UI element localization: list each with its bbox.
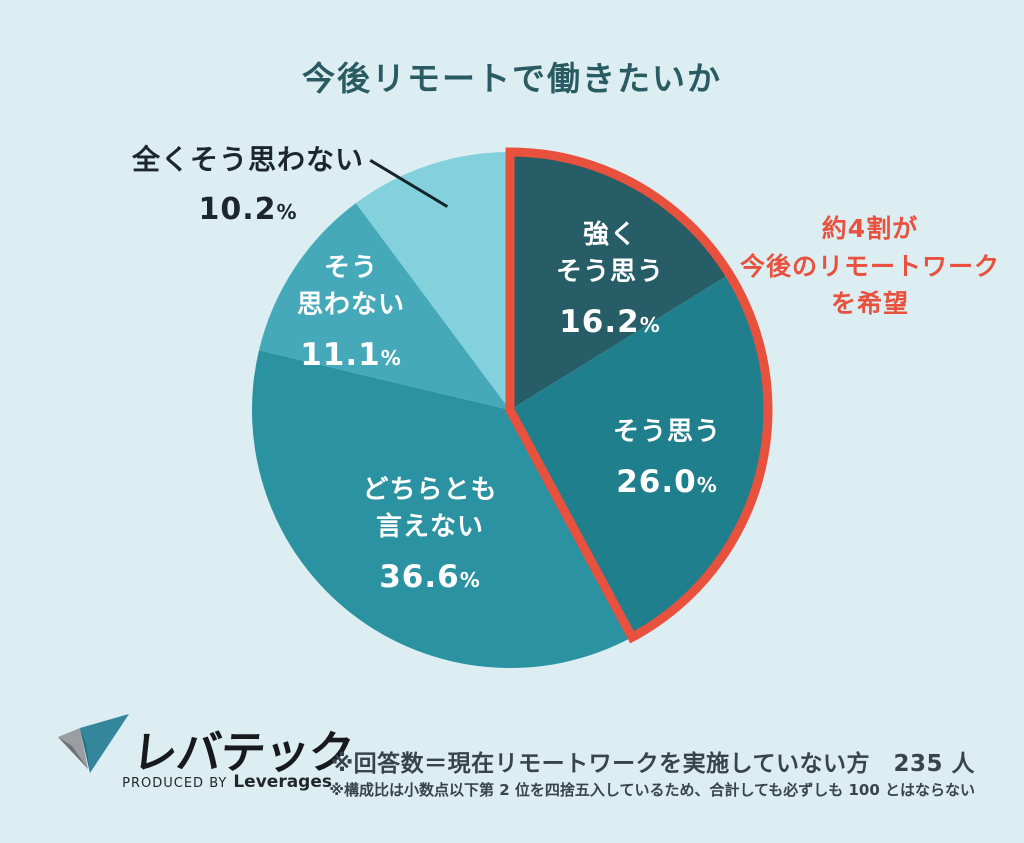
slice-value: 10.2%	[198, 191, 298, 227]
slice-value: 26.0%	[616, 463, 718, 500]
produced-by-label: PRODUCED BY	[122, 776, 228, 791]
pie-slice-2	[252, 350, 633, 669]
highlight-outline	[505, 147, 773, 644]
slice-value: 16.2%	[559, 303, 661, 340]
highlight-annotation: 約4割が 今後のリモートワーク を希望	[739, 214, 1000, 318]
levtech-logo-mark-icon	[58, 714, 129, 773]
slice-label-text: そう	[323, 253, 378, 283]
pie-slice-label-strongly-disagree: 全くそう思わない 10.2%	[117, 140, 379, 227]
slice-value: 11.1%	[300, 336, 402, 373]
pie-slice-3	[259, 203, 510, 410]
pie-slice-1	[510, 274, 768, 638]
pie-slice-4	[355, 152, 510, 410]
slice-value: 36.6%	[379, 558, 481, 595]
slice-label-text: 言えない	[375, 511, 484, 542]
slice-label-text: どちらとも	[362, 475, 498, 505]
slice-label-text: 思わない	[296, 289, 405, 320]
pie-slice-label-neutral: どちらとも 言えない 36.6%	[320, 472, 540, 595]
pie-slice-label-strongly-agree: 強く そう思う 16.2%	[500, 217, 720, 340]
pie-chart	[252, 147, 773, 669]
pie-slice-label-agree: そう思う 26.0%	[557, 414, 777, 500]
chart-title: 今後リモートで働きたいか	[302, 59, 722, 98]
slice-label-text: そう思う	[612, 417, 721, 447]
produced-by-line: PRODUCED BY Leverages	[60, 772, 332, 792]
slice-label-text: そう思う	[555, 256, 664, 287]
company-name: Leverages	[233, 772, 332, 792]
footnote-rounding: ※構成比は小数点以下第 2 位を四捨五入しているため、合計しても必ずしも 100…	[329, 781, 975, 799]
footnote-respondents: ※回答数＝現在リモートワークを実施していない方 235 人	[330, 751, 975, 777]
slice-label-text: 全くそう思わない	[131, 143, 364, 176]
pie-slice-label-disagree: そう 思わない 11.1%	[241, 250, 461, 373]
slice-label-text: 強く	[582, 220, 637, 250]
